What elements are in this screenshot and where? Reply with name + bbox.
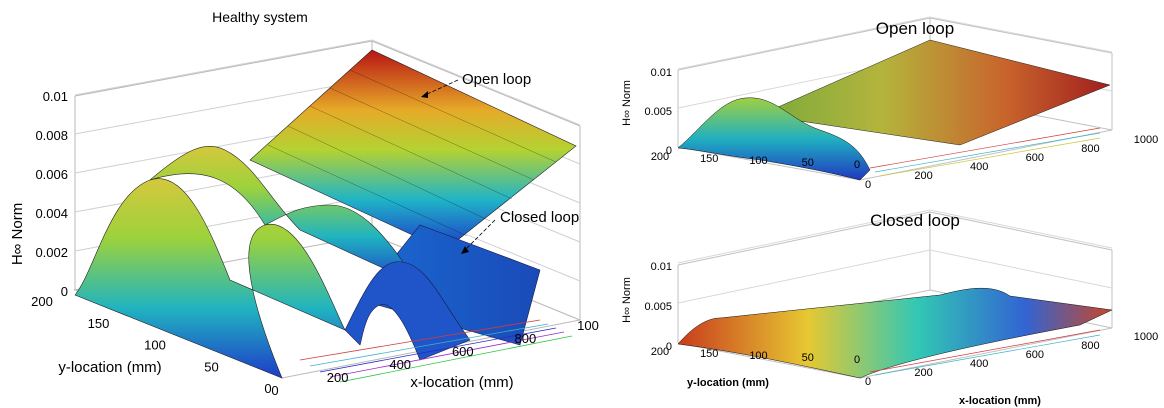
closed-ridge	[344, 261, 471, 361]
chart-title: Open loop	[876, 19, 954, 38]
y-tick-label: 0	[264, 381, 271, 396]
x-tick-label: 1000	[1134, 331, 1158, 343]
x-tick-label: 0	[865, 179, 871, 191]
y-axis-label: y-location (mm)	[687, 377, 769, 389]
z-tick-label: 0	[666, 341, 672, 353]
floor-contours	[299, 319, 573, 383]
panel-closed-loop: Closed loop H∞ Norm y-location (mm) x-lo…	[621, 209, 1158, 407]
annotation-open-loop: Open loop	[462, 71, 531, 88]
z-axis-label: H∞ Norm	[9, 203, 26, 265]
z-gridlines	[677, 209, 1113, 304]
x-tick-label: 200	[327, 370, 349, 385]
x-tick-label: 100	[577, 318, 599, 333]
x-tick-label: 0	[271, 383, 278, 398]
z-tick-label: 0.01	[651, 67, 672, 79]
z-tick-label: 0	[61, 284, 68, 299]
z-tick-label: 0.004	[35, 206, 68, 221]
z-tick-label: 0.002	[35, 245, 68, 260]
x-tick-label: 200	[914, 367, 932, 379]
arrow-head	[461, 246, 469, 254]
x-tick-label: 0	[865, 376, 871, 388]
z-tick-label: 0.01	[651, 261, 672, 273]
y-tick-label: 150	[88, 316, 110, 331]
floor-contours	[869, 329, 1101, 376]
z-tick-label: 0.005	[644, 106, 672, 118]
y-tick-label: 200	[651, 151, 669, 163]
y-tick-label: 100	[749, 155, 767, 167]
x-tick-label: 400	[970, 161, 988, 173]
rear-ridge	[149, 146, 421, 286]
z-gridline	[74, 39, 581, 126]
x-tick-label: 600	[1026, 152, 1044, 164]
y-tick-label: 50	[802, 352, 814, 364]
z-gridline	[677, 16, 1113, 70]
y-tick-label: 200	[31, 294, 53, 309]
z-axis-label: H∞ Norm	[621, 277, 633, 323]
x-axis-label: x-location (mm)	[959, 395, 1041, 407]
x-tick-label: 400	[389, 357, 411, 372]
ridges	[677, 97, 871, 181]
y-tick-label: 50	[802, 157, 814, 169]
z-tick-label: 0.005	[644, 301, 672, 313]
open-loop-surface	[249, 49, 577, 251]
y-tick-label: 50	[204, 359, 218, 374]
chart-title: Closed loop	[870, 211, 960, 230]
x-tick-label: 600	[452, 344, 474, 359]
y-axis-label: y-location (mm)	[58, 359, 161, 376]
y-tick-label: 150	[700, 153, 718, 165]
y-tick-label: 0	[854, 354, 860, 366]
y-tick-label: 0	[854, 159, 860, 171]
x-tick-label: 800	[515, 331, 537, 346]
y-tick-label: 200	[651, 346, 669, 358]
y-tick-label: 150	[700, 348, 718, 360]
x-tick-label: 400	[970, 358, 988, 370]
panel-open-loop: Open loop H∞ Norm 0 0.005 0.01 0 50 100 150 200…	[621, 16, 1158, 191]
z-tick-label: 0	[666, 145, 672, 157]
chart-title: Healthy system	[212, 9, 308, 25]
open-loop-mesh	[267, 69, 557, 237]
open-loop-surface	[759, 39, 1111, 146]
z-axis-label: H∞ Norm	[621, 80, 633, 126]
annotation-arrows	[424, 79, 496, 251]
panel-healthy-system: Healthy system Open loop Closed loop H∞ …	[9, 9, 599, 398]
closed-loop-surface	[359, 224, 541, 346]
floor-contours	[869, 127, 1101, 177]
y-tick-label: 100	[749, 350, 767, 362]
x-tick-label: 600	[1026, 349, 1044, 361]
x-tick-label: 200	[914, 170, 932, 182]
x-tick-label: 800	[1081, 143, 1099, 155]
z-gridline	[677, 209, 1113, 264]
x-tick-label: 1000	[1134, 134, 1158, 146]
closed-loop-surface	[677, 287, 1113, 379]
z-tick-label: 0.01	[43, 89, 68, 104]
z-tick-label: 0.008	[35, 128, 68, 143]
z-gridline	[677, 249, 1113, 304]
x-axis-label: x-location (mm)	[410, 374, 513, 391]
y-tick-label: 100	[144, 338, 166, 353]
arrow-head	[421, 91, 428, 98]
annotation-closed-loop: Closed loop	[500, 209, 579, 226]
z-tick-label: 0.006	[35, 167, 68, 182]
x-tick-label: 800	[1081, 340, 1099, 352]
